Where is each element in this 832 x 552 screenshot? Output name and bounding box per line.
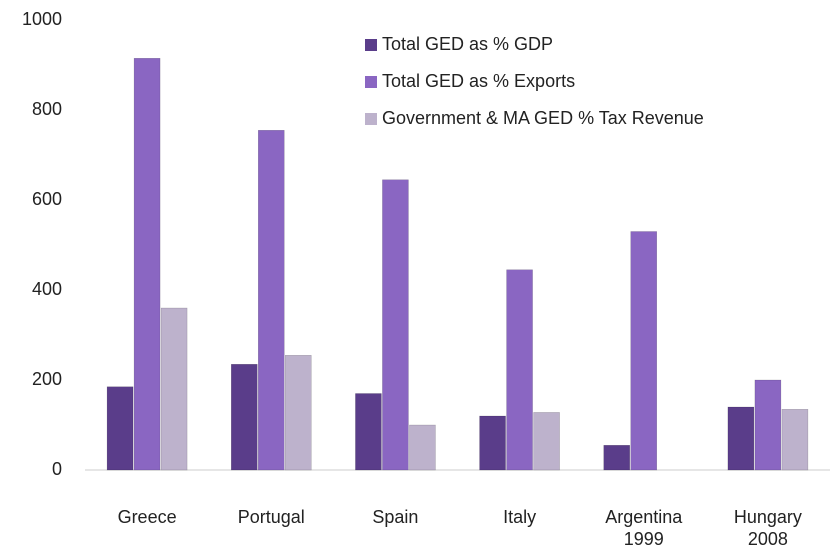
bar — [533, 412, 560, 471]
bar — [781, 409, 809, 471]
legend-label: Government & MA GED % Tax Revenue — [382, 108, 704, 128]
bar — [382, 179, 409, 471]
bar — [160, 307, 188, 471]
x-tick-label: Spain — [372, 507, 419, 527]
bar — [285, 355, 312, 471]
bar — [133, 58, 161, 471]
bar — [603, 445, 630, 471]
bar — [754, 379, 782, 471]
bar — [727, 406, 755, 471]
legend-swatch — [365, 113, 377, 125]
x-tick-label: Italy — [503, 507, 537, 527]
bar — [409, 424, 436, 471]
x-tick-label: Portugal — [237, 507, 305, 527]
legend-label: Total GED as % Exports — [382, 71, 575, 91]
y-tick-label: 0 — [52, 459, 62, 479]
y-tick-label: 400 — [32, 279, 62, 299]
legend-label: Total GED as % GDP — [382, 34, 553, 54]
y-tick-label: 200 — [32, 369, 62, 389]
bar — [355, 393, 382, 471]
x-tick-label: Hungary 2008 — [733, 507, 802, 549]
legend-swatch — [365, 76, 377, 88]
bar — [258, 130, 285, 471]
y-tick-label: 600 — [32, 189, 62, 209]
bar — [630, 231, 657, 471]
x-tick-label: Argentina 1999 — [605, 507, 683, 549]
y-tick-label: 800 — [32, 99, 62, 119]
x-tick-label: Greece — [117, 507, 177, 527]
legend-swatch — [365, 39, 377, 51]
bar — [479, 415, 506, 471]
y-tick-label: 1000 — [22, 9, 62, 29]
bar — [106, 386, 134, 471]
bar — [506, 269, 533, 471]
bar — [231, 364, 258, 471]
